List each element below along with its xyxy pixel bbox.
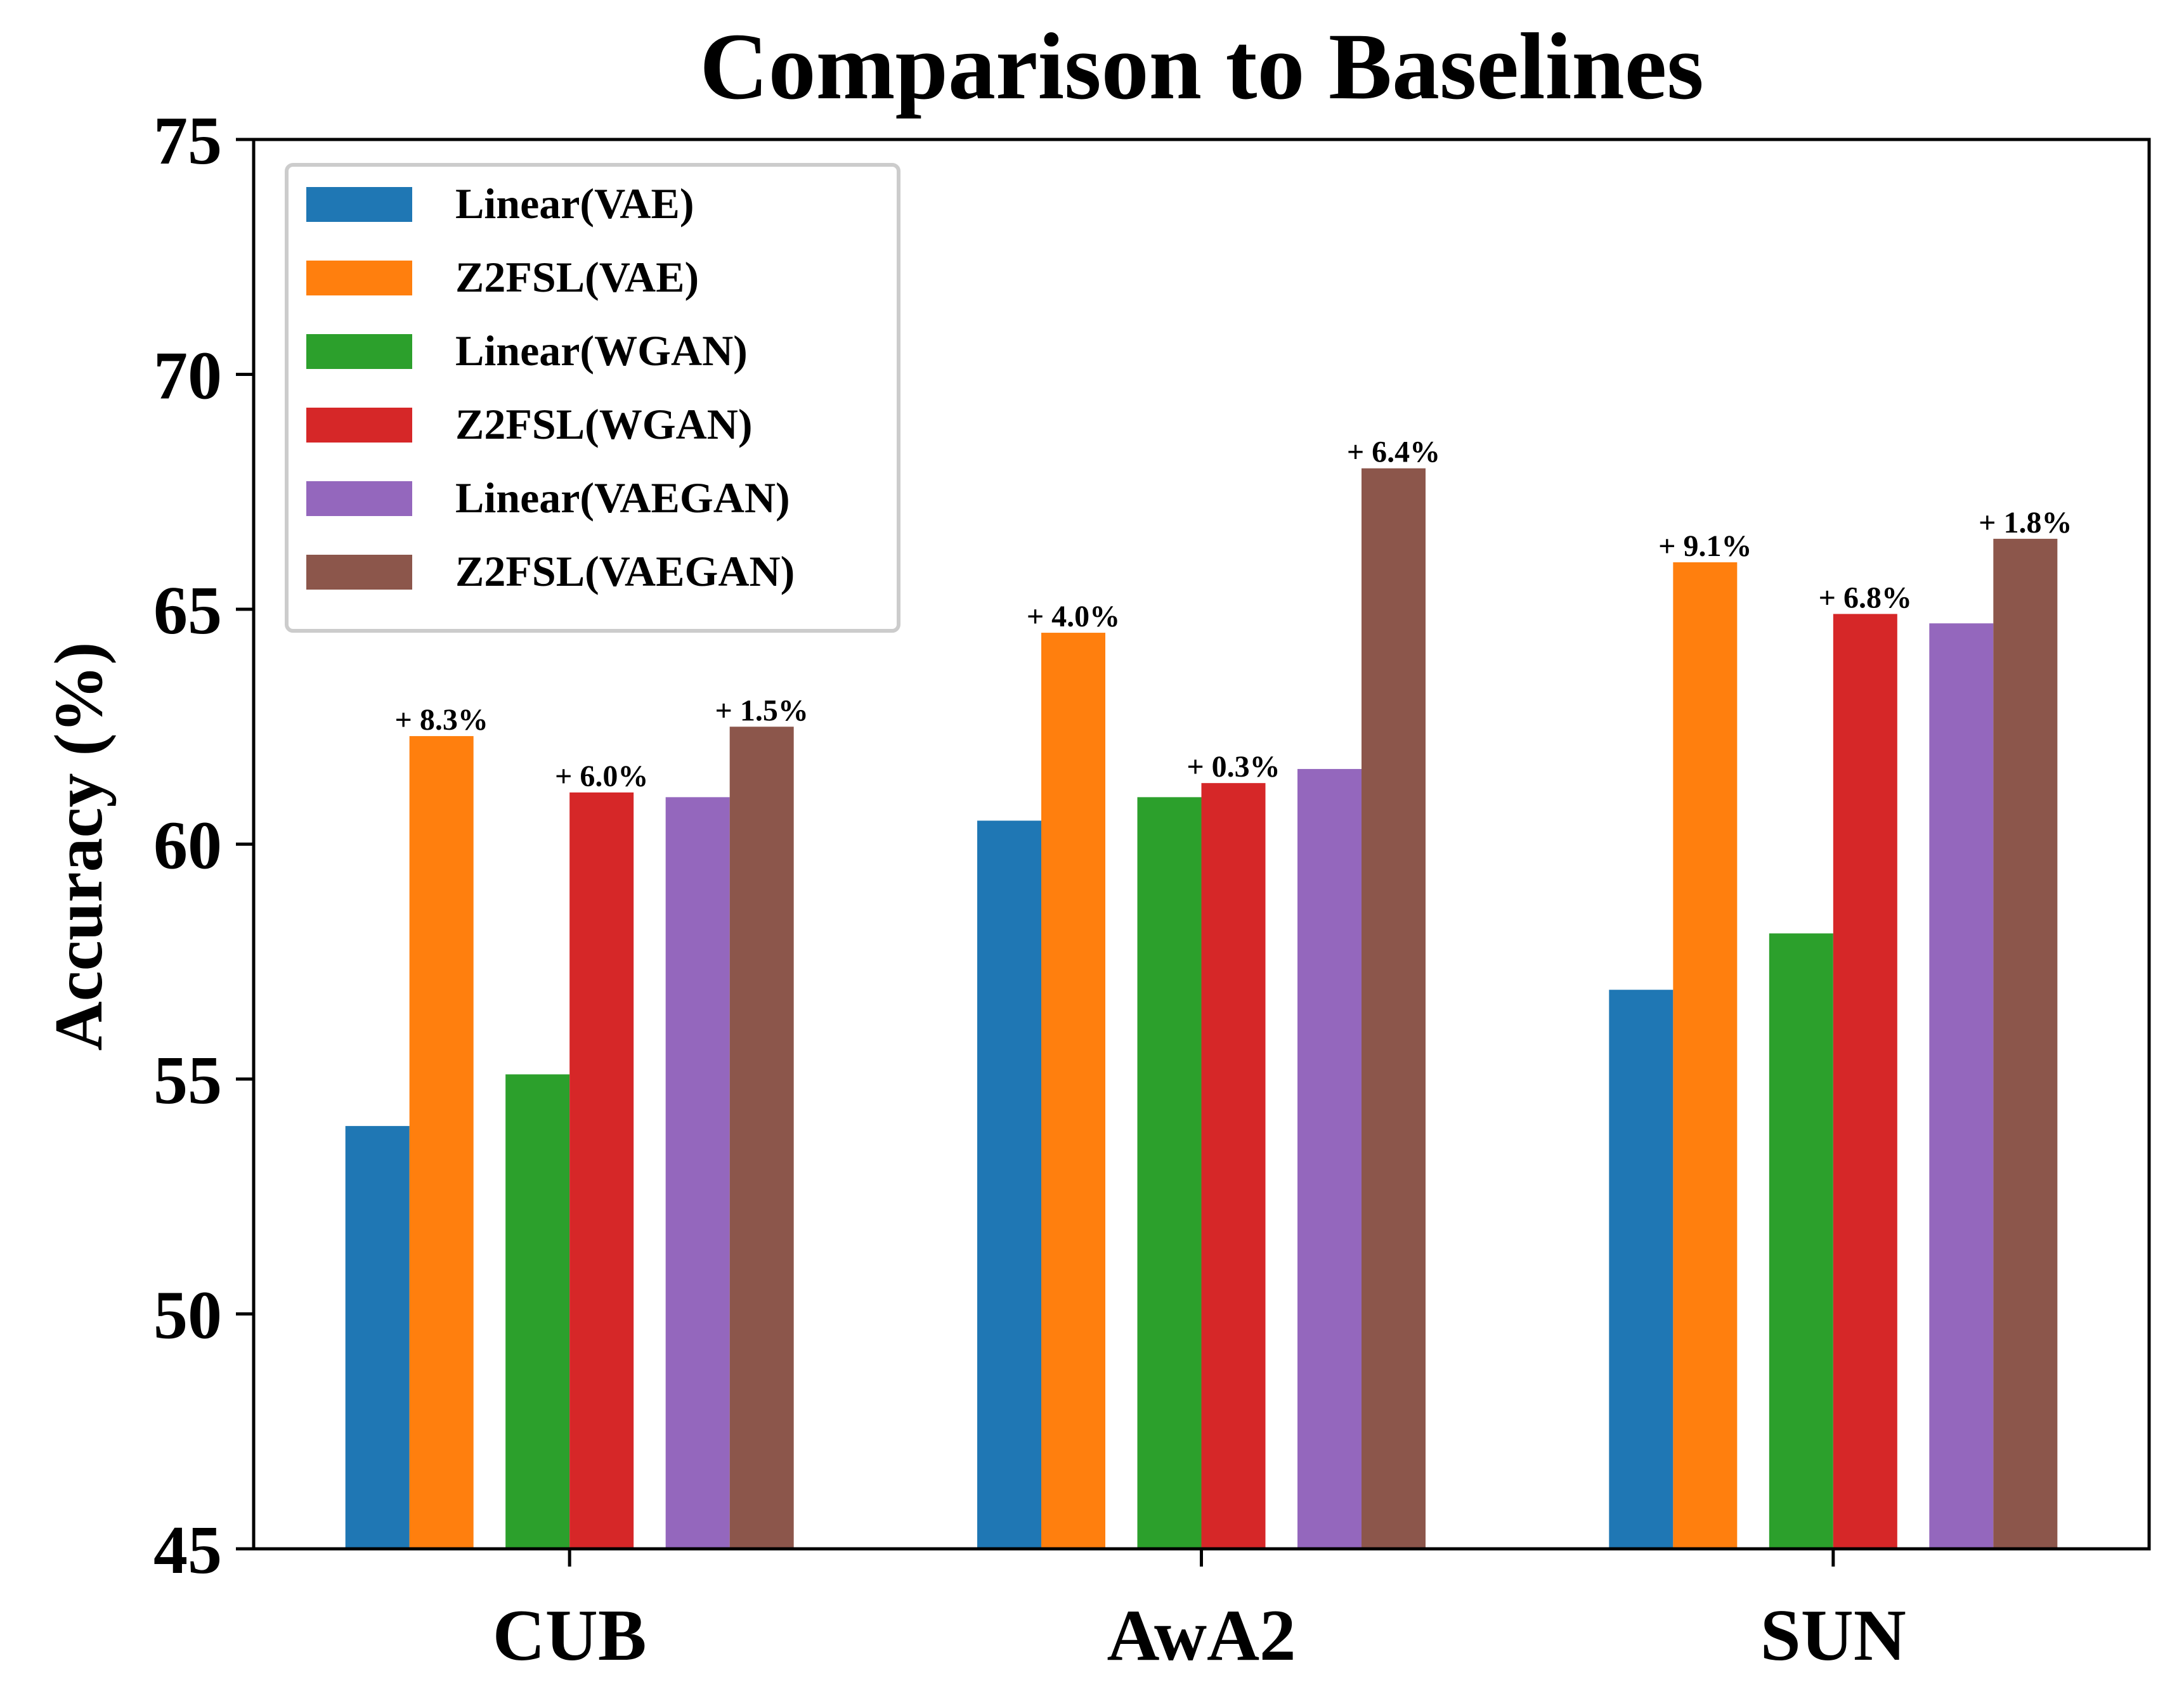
y-axis-label: Accuracy (%) bbox=[41, 642, 117, 1051]
bar-linear-wgan--cub bbox=[505, 1074, 570, 1549]
bar-data-label: + 1.8% bbox=[1979, 506, 2072, 540]
bar-linear-wgan--awa2 bbox=[1137, 797, 1202, 1549]
legend-label: Z2FSL(VAE) bbox=[455, 253, 699, 301]
legend-label: Linear(WGAN) bbox=[455, 327, 748, 375]
x-ticks-group: CUB AwA2 SUN bbox=[493, 1549, 1906, 1676]
y-tick-label: 55 bbox=[153, 1043, 222, 1118]
bar-data-label: + 6.8% bbox=[1819, 581, 1912, 614]
bar-z2fsl-wgan--sun bbox=[1833, 614, 1897, 1549]
legend-box bbox=[285, 163, 900, 633]
bar-linear-vae--sun bbox=[1609, 990, 1674, 1549]
bar-z2fsl-vaegan--sun bbox=[1993, 538, 2058, 1549]
legend-label: Linear(VAE) bbox=[455, 179, 694, 228]
bar-z2fsl-vae--sun bbox=[1673, 562, 1738, 1549]
bar-z2fsl-wgan--cub bbox=[569, 792, 634, 1549]
bar-data-label: + 4.0% bbox=[1027, 600, 1120, 633]
x-tick-label: SUN bbox=[1760, 1595, 1906, 1676]
bar-data-label: + 6.0% bbox=[555, 760, 648, 793]
legend-label: Linear(VAEGAN) bbox=[455, 474, 790, 522]
legend-label: Z2FSL(WGAN) bbox=[455, 400, 752, 448]
bar-data-label: + 6.4% bbox=[1347, 436, 1440, 469]
legend-swatch bbox=[306, 408, 412, 443]
bar-z2fsl-wgan--awa2 bbox=[1201, 783, 1266, 1549]
y-tick-label: 70 bbox=[153, 339, 222, 414]
bar-z2fsl-vae--awa2 bbox=[1041, 633, 1105, 1549]
legend-swatch bbox=[306, 261, 412, 295]
bar-data-label: + 1.5% bbox=[715, 694, 808, 727]
bar-linear-vaegan--sun bbox=[1929, 623, 1994, 1549]
legend-swatch bbox=[306, 555, 412, 590]
legend-swatch bbox=[306, 481, 412, 516]
bars-group bbox=[345, 468, 2058, 1549]
bar-linear-wgan--sun bbox=[1769, 933, 1833, 1549]
y-tick-label: 65 bbox=[153, 573, 222, 649]
legend-swatch bbox=[306, 334, 412, 369]
legend-label: Z2FSL(VAEGAN) bbox=[455, 547, 795, 595]
chart-title: Comparison to Baselines bbox=[699, 14, 1703, 119]
plot-frame bbox=[252, 138, 2151, 1551]
bar-labels-group: + 8.3% + 6.0% + 1.5% + 4.0% + 0.3% + 6.4% + 9.… bbox=[394, 436, 2072, 793]
bar-linear-vae--cub bbox=[345, 1126, 410, 1549]
bar-data-label: + 0.3% bbox=[1186, 750, 1280, 784]
y-tick-label: 50 bbox=[153, 1278, 222, 1354]
y-tick-label: 45 bbox=[153, 1513, 222, 1588]
bar-linear-vaegan--cub bbox=[665, 797, 730, 1549]
legend: Linear(VAE) Z2FSL(VAE) Linear(WGAN) Z2FSL(W… bbox=[285, 163, 900, 633]
bar-z2fsl-vaegan--cub bbox=[729, 727, 794, 1549]
bar-data-label: + 9.1% bbox=[1658, 529, 1752, 563]
y-tick-label: 60 bbox=[153, 808, 222, 884]
bar-z2fsl-vae--cub bbox=[409, 736, 474, 1549]
bar-data-label: + 8.3% bbox=[394, 703, 488, 737]
bar-linear-vaegan--awa2 bbox=[1297, 768, 1362, 1549]
x-tick-label: AwA2 bbox=[1107, 1595, 1296, 1676]
x-tick-label: CUB bbox=[493, 1595, 647, 1676]
legend-swatch bbox=[306, 187, 412, 222]
y-ticks-group: 45 50 55 60 65 70 75 bbox=[153, 103, 254, 1588]
bar-z2fsl-vaegan--awa2 bbox=[1362, 468, 1426, 1549]
y-tick-label: 75 bbox=[153, 103, 222, 179]
bar-linear-vae--awa2 bbox=[977, 820, 1041, 1549]
